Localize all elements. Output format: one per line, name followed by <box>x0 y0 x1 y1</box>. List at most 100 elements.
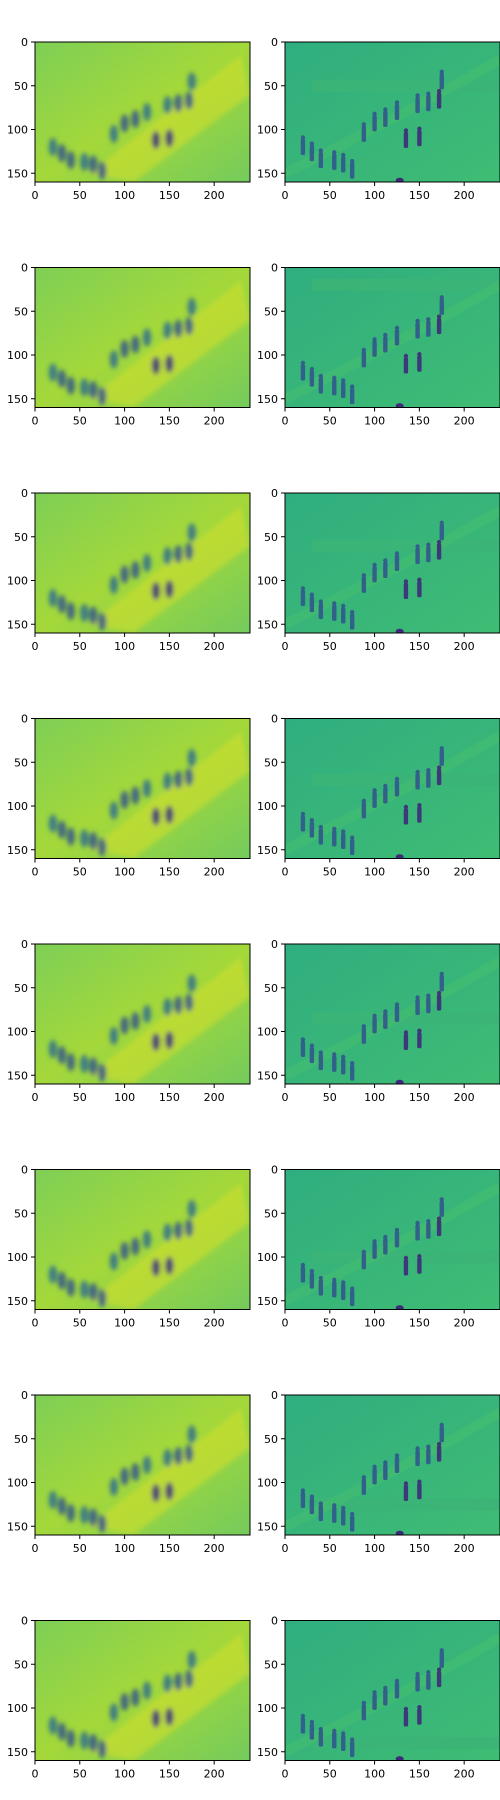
x-tick-label: 50 <box>323 415 337 428</box>
x-tick-label: 100 <box>364 1091 385 1104</box>
y-tick-label: 50 <box>264 1207 278 1220</box>
x-tick-label: 50 <box>73 866 87 879</box>
y-tick-label: 100 <box>257 349 278 362</box>
heatmap-image <box>285 944 500 1084</box>
heatmap-image <box>35 42 250 182</box>
x-tick-label: 150 <box>409 189 430 202</box>
axes-frame <box>284 1394 500 1536</box>
heatmap-image <box>285 267 500 408</box>
heatmap-image <box>285 42 500 182</box>
y-tick-label: 150 <box>7 167 28 180</box>
x-tick-label: 100 <box>114 640 135 653</box>
x-tick-label: 0 <box>282 1768 289 1781</box>
y-tick-label: 150 <box>7 618 28 631</box>
y-tick-label: 50 <box>264 531 278 544</box>
y-tick-label: 50 <box>14 756 28 769</box>
x-tick-label: 100 <box>364 1768 385 1781</box>
y-tick-label: 0 <box>21 713 28 726</box>
x-tick-label: 50 <box>323 189 337 202</box>
x-tick-label: 150 <box>159 189 180 202</box>
x-tick-label: 200 <box>454 1091 475 1104</box>
x-tick-label: 50 <box>323 866 337 879</box>
panel-r6-c1: 0 50 100 150 200 0 50 100 150 <box>7 1164 251 1330</box>
x-tick-label: 0 <box>32 640 39 653</box>
x-tick-label: 150 <box>409 1091 430 1104</box>
heatmap-image <box>35 1620 250 1761</box>
x-tick-label: 100 <box>364 189 385 202</box>
x-tick-label: 150 <box>409 866 430 879</box>
y-tick-label: 100 <box>7 1026 28 1039</box>
x-tick-label: 100 <box>364 640 385 653</box>
x-tick-label: 50 <box>323 1542 337 1555</box>
y-tick-label: 50 <box>264 982 278 995</box>
y-tick-label: 50 <box>14 1658 28 1671</box>
axes-frame <box>34 267 251 408</box>
x-tick-label: 200 <box>454 866 475 879</box>
x-tick-label: 200 <box>204 415 225 428</box>
heatmap-image <box>285 1169 500 1310</box>
axes-frame <box>34 1169 251 1310</box>
x-tick-label: 200 <box>204 189 225 202</box>
y-tick-label: 0 <box>271 1615 278 1628</box>
y-tick-label: 150 <box>257 1746 278 1759</box>
y-tick-label: 150 <box>257 1295 278 1308</box>
x-tick-label: 0 <box>282 1091 289 1104</box>
y-tick-label: 0 <box>21 36 28 49</box>
y-tick-label: 150 <box>7 844 28 857</box>
y-tick-label: 50 <box>264 756 278 769</box>
panel-r5-c2: 0 50 100 150 200 0 50 100 150 <box>257 938 500 1104</box>
y-tick-label: 100 <box>7 1702 28 1715</box>
panel-r1-c2: 0 50 100 150 200 0 50 100 150 <box>257 36 500 202</box>
x-tick-label: 50 <box>73 1317 87 1330</box>
x-tick-label: 200 <box>204 640 225 653</box>
y-tick-label: 50 <box>14 531 28 544</box>
panel-r2-c2: 0 50 100 150 200 0 50 100 150 <box>257 262 500 428</box>
y-tick-label: 100 <box>7 800 28 813</box>
y-tick-label: 50 <box>14 1433 28 1446</box>
x-tick-label: 150 <box>159 1542 180 1555</box>
x-tick-label: 200 <box>204 1768 225 1781</box>
y-tick-label: 100 <box>257 1026 278 1039</box>
x-tick-label: 100 <box>364 866 385 879</box>
x-tick-label: 50 <box>323 1768 337 1781</box>
panel-r7-c1: 0 50 100 150 200 0 50 100 150 <box>7 1389 251 1555</box>
axes-frame <box>34 1394 251 1536</box>
x-tick-label: 50 <box>323 640 337 653</box>
x-tick-label: 150 <box>409 640 430 653</box>
y-tick-label: 50 <box>264 305 278 318</box>
panel-r6-c2: 0 50 100 150 200 0 50 100 150 <box>257 1164 500 1330</box>
y-tick-label: 0 <box>271 1164 278 1177</box>
y-tick-label: 100 <box>7 349 28 362</box>
panel-r3-c2: 0 50 100 150 200 0 50 100 150 <box>257 487 500 653</box>
x-tick-label: 0 <box>32 866 39 879</box>
x-tick-label: 50 <box>73 1091 87 1104</box>
x-tick-label: 100 <box>114 189 135 202</box>
x-tick-label: 0 <box>282 866 289 879</box>
x-tick-label: 50 <box>73 1768 87 1781</box>
x-tick-label: 100 <box>114 1768 135 1781</box>
y-tick-label: 50 <box>264 80 278 93</box>
y-tick-label: 50 <box>14 80 28 93</box>
x-tick-label: 0 <box>32 1317 39 1330</box>
x-tick-label: 50 <box>73 189 87 202</box>
y-tick-label: 100 <box>7 1477 28 1490</box>
x-tick-label: 0 <box>282 415 289 428</box>
x-tick-label: 100 <box>114 1091 135 1104</box>
y-tick-label: 100 <box>257 1477 278 1490</box>
y-tick-label: 100 <box>7 1251 28 1264</box>
x-tick-label: 0 <box>32 415 39 428</box>
panel-r7-c2: 0 50 100 150 200 0 50 100 150 <box>257 1389 500 1555</box>
axes-frame <box>284 267 500 408</box>
y-tick-label: 0 <box>271 487 278 500</box>
x-tick-label: 200 <box>204 1091 225 1104</box>
heatmap-image <box>285 1395 500 1535</box>
y-tick-label: 100 <box>257 575 278 588</box>
x-tick-label: 150 <box>409 415 430 428</box>
y-tick-label: 0 <box>21 262 28 275</box>
y-tick-label: 150 <box>7 1520 28 1533</box>
y-tick-label: 150 <box>257 393 278 406</box>
x-tick-label: 200 <box>454 1542 475 1555</box>
axes-frame <box>34 718 251 859</box>
y-tick-label: 0 <box>271 262 278 275</box>
y-tick-label: 0 <box>21 1615 28 1628</box>
